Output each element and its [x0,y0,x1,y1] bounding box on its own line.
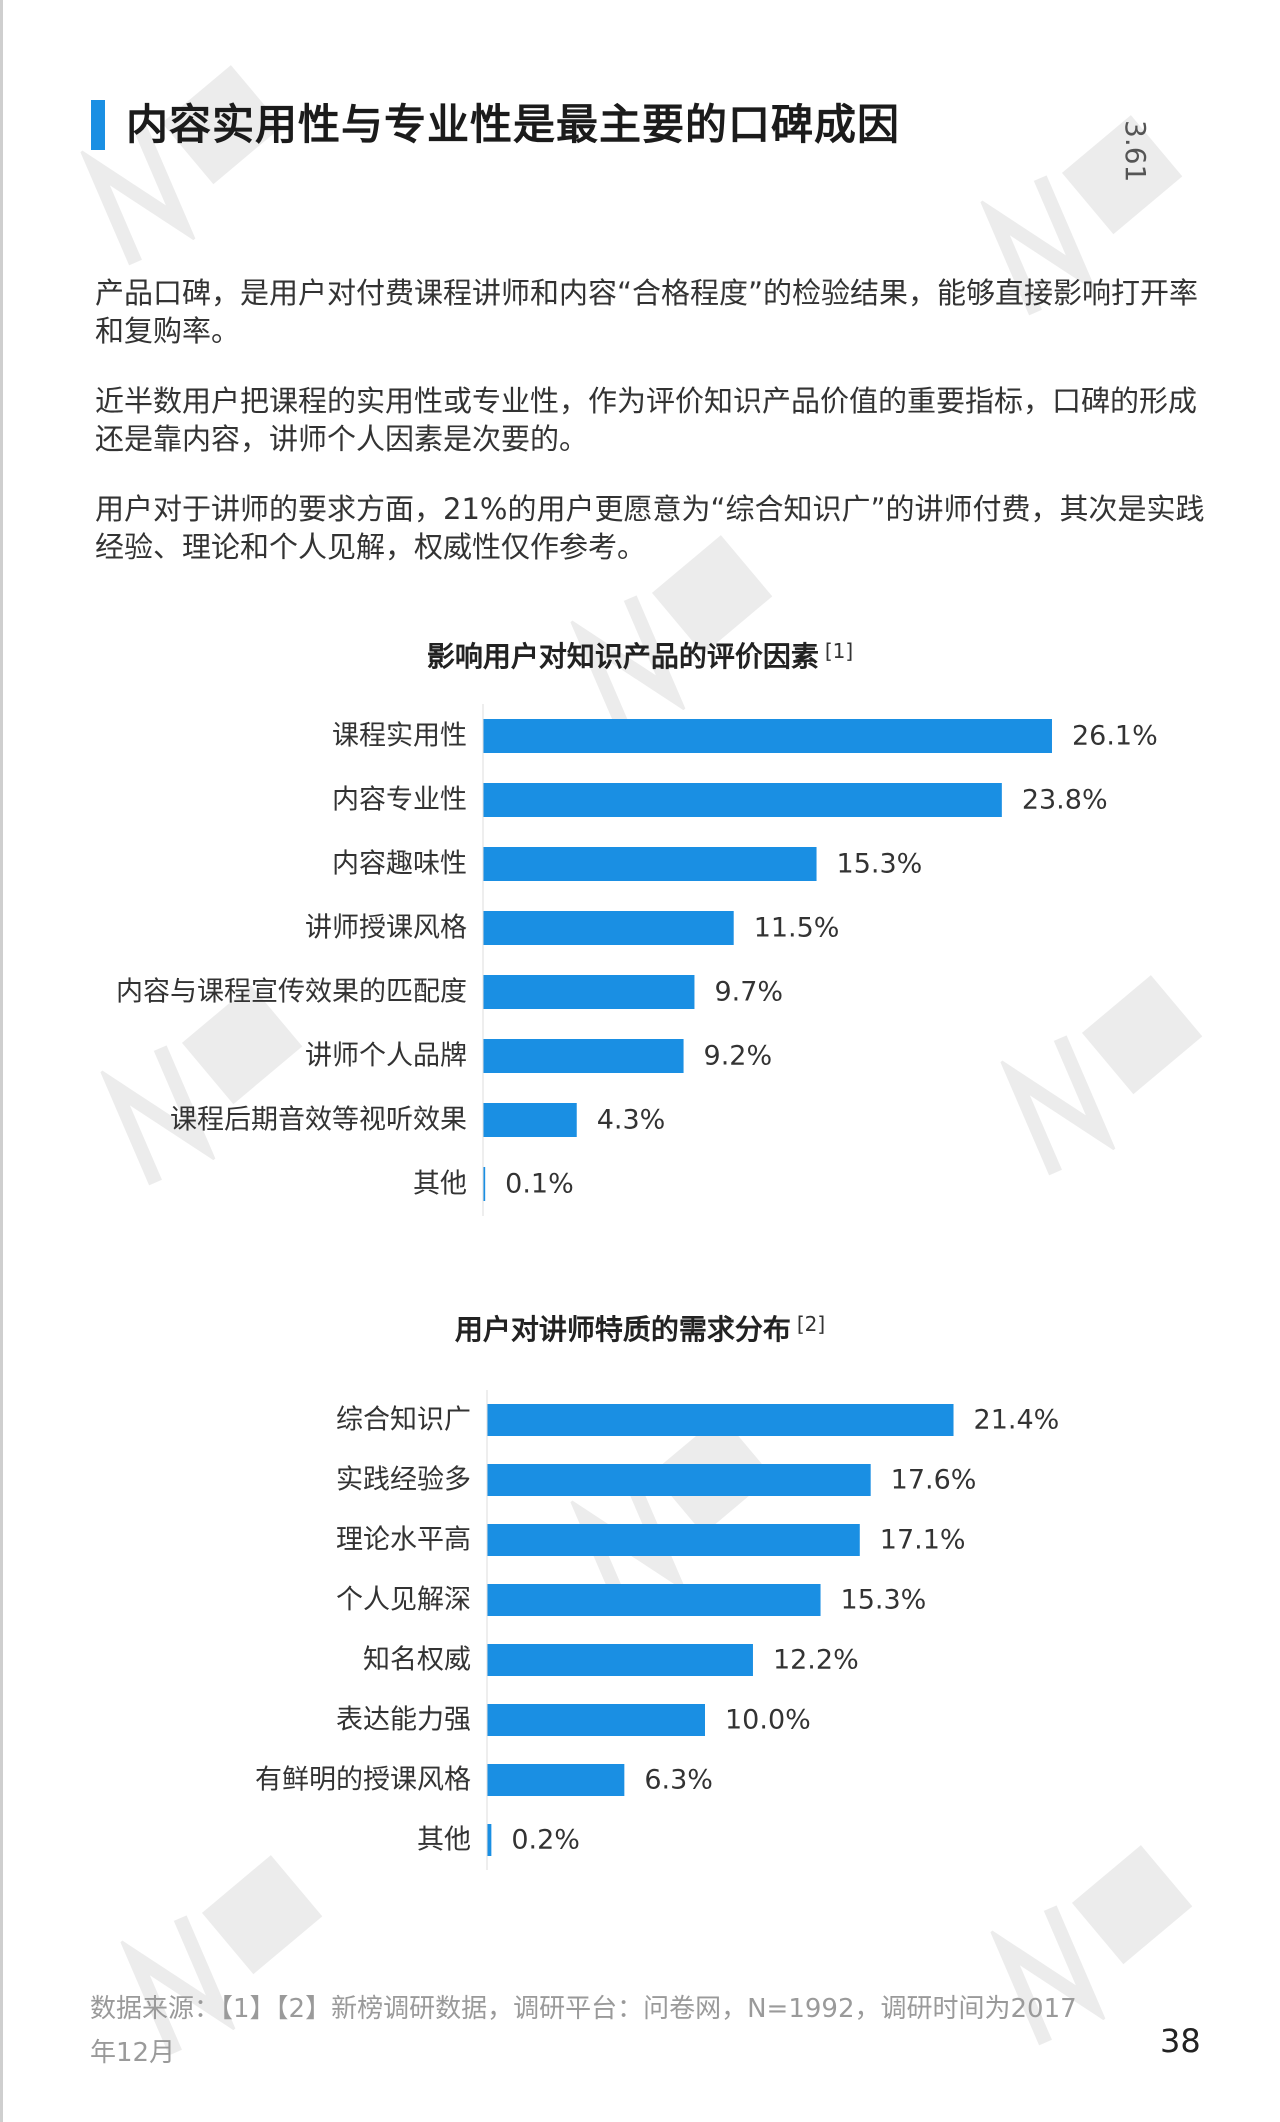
value-label: 0.2% [511,1825,580,1856]
chart-1: 课程实用性 26.1% 内容专业性 23.8% 内容趣味性 15.3% 讲师授课风格 11.5… [116,704,1158,1216]
paragraph-1: 产品口碑，是用户对付费课程讲师和内容“合格程度”的检验结果，能够直接影响打开率和… [95,276,1199,348]
category-label: 个人见解深 [336,1585,471,1616]
chart-1-footnote-marker: [1] [824,639,854,663]
value-label: 10.0% [725,1705,811,1736]
bar [487,1764,625,1796]
category-label: 讲师个人品牌 [305,1041,467,1072]
category-label: 理论水平高 [336,1525,471,1556]
category-label: 有鲜明的授课风格 [255,1765,471,1796]
bar [487,1404,954,1436]
category-label: 内容专业性 [332,785,467,816]
bar [483,847,817,881]
bar [483,1039,684,1073]
value-label: 4.3% [597,1105,666,1136]
bar [487,1464,871,1496]
category-label: 课程后期音效等视听效果 [170,1105,467,1136]
page-left-border [0,0,3,2122]
chart-1-title-text: 影响用户对知识产品的评价因素 [426,640,819,673]
bar [487,1524,860,1556]
category-label: 其他 [413,1169,467,1200]
paragraph-2: 近半数用户把课程的实用性或专业性，作为评价知识产品价值的重要指标，口碑的形成还是… [95,384,1198,456]
chart-2: 综合知识广 21.4% 实践经验多 17.6% 理论水平高 17.1% 个人见解深 15.3%… [255,1390,1060,1870]
category-label: 讲师授课风格 [305,913,467,944]
chart-1-title: 影响用户对知识产品的评价因素 [1] [0,635,1280,675]
category-label: 其他 [417,1825,471,1856]
page-title: 内容实用性与专业性是最主要的口碑成因 [126,100,901,149]
section-number: 3.61 [1119,120,1152,183]
category-label: 知名权威 [363,1645,471,1676]
bar [483,719,1052,753]
watermark-logo [78,65,283,266]
value-label: 12.2% [773,1645,859,1676]
value-label: 9.2% [704,1041,773,1072]
value-label: 23.8% [1022,785,1108,816]
category-label: 表达能力强 [336,1705,471,1736]
value-label: 9.7% [714,977,783,1008]
value-label: 15.3% [841,1585,927,1616]
bar [483,1103,577,1137]
value-label: 15.3% [837,849,923,880]
bar [487,1584,821,1616]
bar [487,1704,705,1736]
value-label: 17.6% [891,1465,977,1496]
category-label: 内容趣味性 [332,849,467,880]
category-label: 内容与课程宣传效果的匹配度 [116,977,467,1008]
value-label: 26.1% [1072,721,1158,752]
category-label: 课程实用性 [332,721,467,752]
chart-2-title: 用户对讲师特质的需求分布 [2] [0,1308,1280,1348]
title-accent-bar [91,100,105,150]
chart-2-footnote-marker: [2] [796,1312,826,1336]
value-label: 11.5% [754,913,840,944]
value-label: 17.1% [880,1525,966,1556]
bar [487,1644,753,1676]
page-number: 38 [1160,2022,1201,2060]
value-label: 0.1% [505,1169,574,1200]
chart-2-title-text: 用户对讲师特质的需求分布 [454,1313,791,1346]
bar [487,1824,492,1856]
paragraph-3: 用户对于讲师的要求方面，21%的用户更愿意为“综合知识广”的讲师付费，其次是实践… [95,492,1205,564]
bar [483,783,1002,817]
category-label: 综合知识广 [336,1405,471,1436]
bar [483,975,695,1009]
bar [483,911,734,945]
value-label: 6.3% [644,1765,713,1796]
bar [483,1167,486,1201]
category-label: 实践经验多 [336,1465,471,1496]
data-source-note: 数据来源：【1】【2】新榜调研数据，调研平台：问卷网，N=1992，调研时间为2… [90,1994,1077,2068]
value-label: 21.4% [974,1405,1060,1436]
